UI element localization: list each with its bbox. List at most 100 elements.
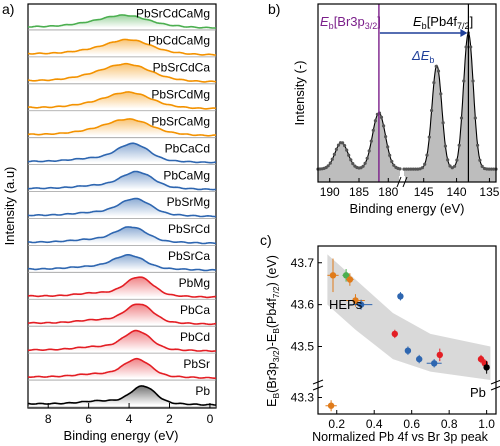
panel-a-fill-PbCa	[28, 304, 216, 325]
panel-c-data-point	[436, 351, 443, 359]
br-annotation-e: E	[320, 14, 329, 29]
panel-a-series-label: PbCdCaMg	[148, 34, 210, 48]
panel-a-curve-PbCd	[27, 329, 217, 353]
panel-a-curve-PbSrCaMg	[27, 118, 216, 137]
panel-a-curve-PbCdCaMg	[27, 38, 216, 56]
panel-a-x-tick-label: 2	[166, 412, 173, 426]
panel-a-fill-PbCdCaMg	[28, 39, 216, 55]
panel-b-data-point	[485, 167, 489, 171]
panel-a-fill-PbCaMg	[28, 171, 216, 190]
panel-a-curve-Pb	[27, 385, 217, 406]
panel-b-data-point	[367, 149, 371, 153]
panel-a-curve-PbCaMg	[27, 170, 217, 191]
panel-b-data-point	[336, 143, 341, 147]
panel-a-y-label: Intensity (a.u)	[2, 167, 17, 246]
panel-b-data-point	[492, 167, 496, 171]
panel-a-x-label: Binding energy (eV)	[64, 428, 179, 443]
panel-b-data-point	[328, 161, 332, 165]
panel-c-data-point	[431, 360, 438, 367]
panel-b-data-point	[459, 116, 464, 120]
panel-a-curves: PbSrCdCaMg PbCdCaMg PbSrCdCa PbSrCdMg PbSrCa…	[27, 7, 217, 408]
br-annotation-close: ]	[377, 14, 381, 29]
panel-b-x-tick-label: 180	[378, 185, 398, 199]
panel-c-data-point	[352, 297, 359, 304]
panel-b-data-point	[464, 45, 468, 49]
pb-annotation-e: E	[413, 14, 422, 29]
panel-b-data-point	[478, 158, 482, 162]
panel-b-data-point	[382, 124, 386, 128]
panel-a-fill-PbSrCd	[28, 226, 216, 244]
panel-b: 190 185 180 145 140 135 Binding energy (eV) I…	[292, 3, 500, 216]
panel-a-x-tick-label: 6	[85, 412, 92, 426]
panel-b-data-point	[487, 167, 491, 171]
panel-b-data-point	[379, 115, 384, 119]
panel-b-data-point	[392, 163, 396, 167]
panel-a-fill-Pb	[28, 385, 216, 406]
panel-c-x-tick-label: 0.6	[403, 417, 420, 431]
panel-b-data-point	[457, 143, 461, 147]
panel-label-a: a)	[2, 1, 14, 17]
panel-b-data-point	[441, 121, 445, 125]
panel-b-data-point	[347, 153, 351, 157]
panel-b-data-point	[404, 167, 408, 171]
panel-b-x-tick-label: 145	[414, 185, 434, 199]
panel-b-x-tick-label: 185	[349, 185, 369, 199]
panel-a-x-tick-label: 8	[45, 412, 52, 426]
panel-b-data-point	[334, 147, 338, 151]
panel-b-data-point	[332, 152, 336, 156]
panel-b-x-tick-label: 140	[447, 185, 467, 199]
panel-c-frame	[317, 245, 497, 415]
panel-a-curve-PbSrCdMg	[27, 91, 217, 110]
panel-c-y-tick-label: 43.5	[291, 340, 315, 354]
panel-b-data-point	[390, 159, 394, 164]
panel-b-data-point	[453, 164, 457, 168]
panel-c-trend-band	[327, 254, 491, 380]
panel-a-series-label: PbSrCa	[168, 249, 210, 263]
br-annotation: Eb[Br3p3/2]	[320, 14, 381, 31]
panel-b-data-point	[369, 139, 373, 143]
panel-b-data-point	[471, 79, 475, 83]
panel-b-data-point	[462, 79, 466, 83]
panel-b-data-point	[330, 157, 334, 161]
pb-label: Pb	[470, 385, 486, 400]
ylabel-part6: B	[271, 328, 281, 334]
panel-b-data-point	[402, 167, 406, 171]
panel-b-data-point	[423, 162, 427, 166]
panel-b-data-point	[343, 144, 347, 148]
pb-annotation-bracket: [Pb4f	[427, 14, 458, 29]
panel-b-data-point	[349, 158, 353, 162]
pb-annotation-sub2: 7/2	[457, 21, 470, 31]
panel-label-c: c)	[260, 232, 272, 248]
pb-annotation: Eb[Pb4f7/2]	[413, 14, 473, 31]
panel-b-data-point	[446, 158, 450, 162]
panel-b-data-point	[411, 167, 415, 171]
panel-label-b: b)	[268, 1, 280, 17]
panel-b-data-point	[439, 92, 443, 96]
panel-a-curve-PbSrCdCa	[28, 62, 217, 83]
panel-c-data-point	[327, 402, 335, 409]
ylabel-part1: E	[265, 399, 279, 407]
panel-b-data-point	[450, 166, 454, 170]
panel-c-data-point	[329, 272, 337, 279]
panel-a-x-tick-label: 4	[126, 412, 133, 426]
panel-b-data-point	[326, 164, 330, 168]
panel-b-data-point	[476, 143, 480, 147]
panel-b-data-point	[443, 144, 447, 148]
panel-b-data-point	[469, 45, 473, 49]
panel-a-curve-PbSr	[27, 357, 217, 379]
panel-b-x-tick-label: 190	[320, 185, 340, 199]
panel-b-data-point	[430, 108, 434, 113]
panel-c-y-tick-label: 43.3	[291, 391, 315, 405]
panel-c-ticks: 0.2 0.4 0.6 0.8 1.0 43.7 43.6 43.5 43.3	[291, 256, 496, 431]
panel-c-data-point	[477, 355, 485, 363]
panel-a-x-ticks: 8 6 4 2 0	[45, 403, 214, 426]
panel-b-data-point	[384, 135, 388, 139]
panel-b-plot	[316, 4, 498, 188]
panel-b-data-point	[407, 167, 411, 171]
panel-b-data-point	[341, 141, 345, 145]
br-annotation-bracket: [Br3p	[334, 14, 365, 29]
panel-a-series-label: PbMg	[179, 276, 210, 290]
panel-b-data-point	[398, 167, 402, 171]
panel-b-data-point	[363, 161, 367, 165]
